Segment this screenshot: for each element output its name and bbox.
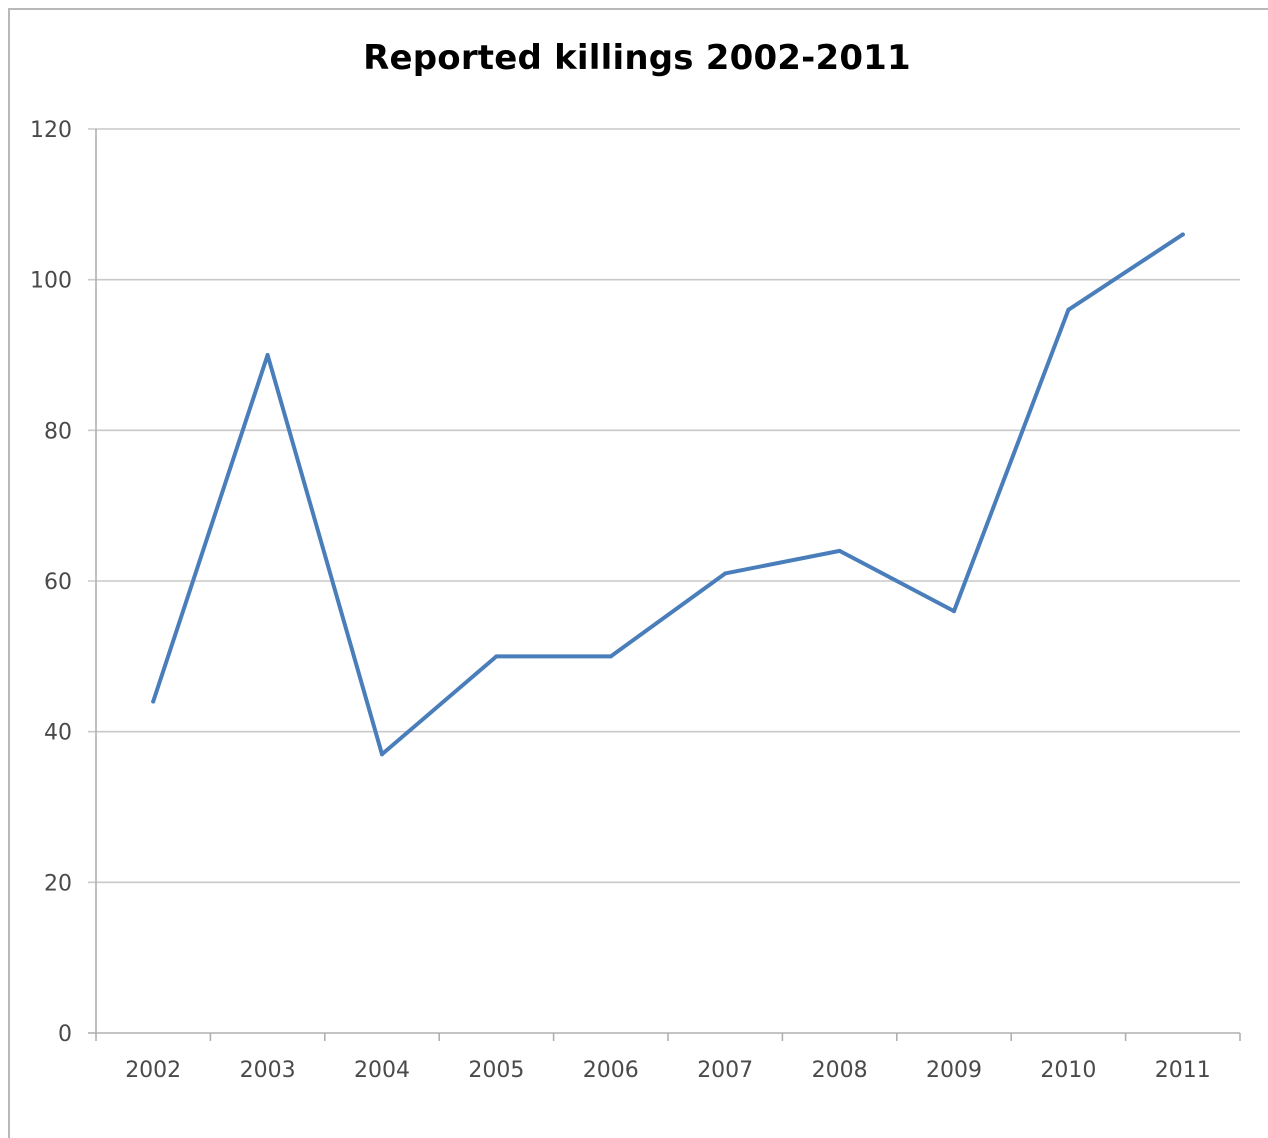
chart-title: Reported killings 2002-2011 [363, 38, 911, 78]
y-tick-label: 120 [30, 118, 72, 143]
y-tick-label: 60 [44, 570, 72, 595]
y-tick-labels: 0 20 40 60 80 100 120 [30, 118, 72, 1047]
data-point-2002 [151, 699, 156, 704]
gridlines [88, 128, 1240, 884]
data-point-2004 [380, 752, 384, 757]
series-line-0 [151, 232, 1185, 757]
x-tick-labels: 2002 2003 2004 2005 2006 2007 2008 2009 2010 2011 [125, 1058, 1211, 1083]
x-tick-label: 2009 [926, 1058, 982, 1083]
x-tick-label: 2011 [1155, 1058, 1211, 1083]
x-tick-label: 2010 [1040, 1058, 1096, 1083]
data-point-2011 [1180, 232, 1185, 237]
series-lines [151, 232, 1185, 757]
x-tick-label: 2004 [354, 1058, 410, 1083]
x-tick-label: 2008 [812, 1058, 868, 1083]
y-tick-label: 100 [30, 269, 72, 294]
x-tick-label: 2003 [240, 1058, 296, 1083]
y-tick-label: 0 [58, 1022, 72, 1047]
data-point-2006 [608, 654, 613, 659]
data-point-2008 [837, 548, 842, 553]
data-point-2003 [265, 353, 270, 357]
y-tick-label: 80 [44, 419, 72, 444]
axes [88, 129, 1241, 1041]
x-tick-label: 2002 [125, 1058, 181, 1083]
y-tick-label: 20 [44, 871, 72, 896]
x-tick-label: 2007 [697, 1058, 753, 1083]
data-point-2009 [952, 609, 956, 614]
chart-frame [8, 8, 1268, 1138]
x-tick-label: 2005 [468, 1058, 524, 1083]
data-point-2005 [494, 654, 499, 659]
y-tick-label: 40 [44, 721, 72, 746]
data-point-2010 [1066, 307, 1071, 312]
x-tick-label: 2006 [583, 1058, 639, 1083]
data-point-2007 [723, 571, 728, 576]
